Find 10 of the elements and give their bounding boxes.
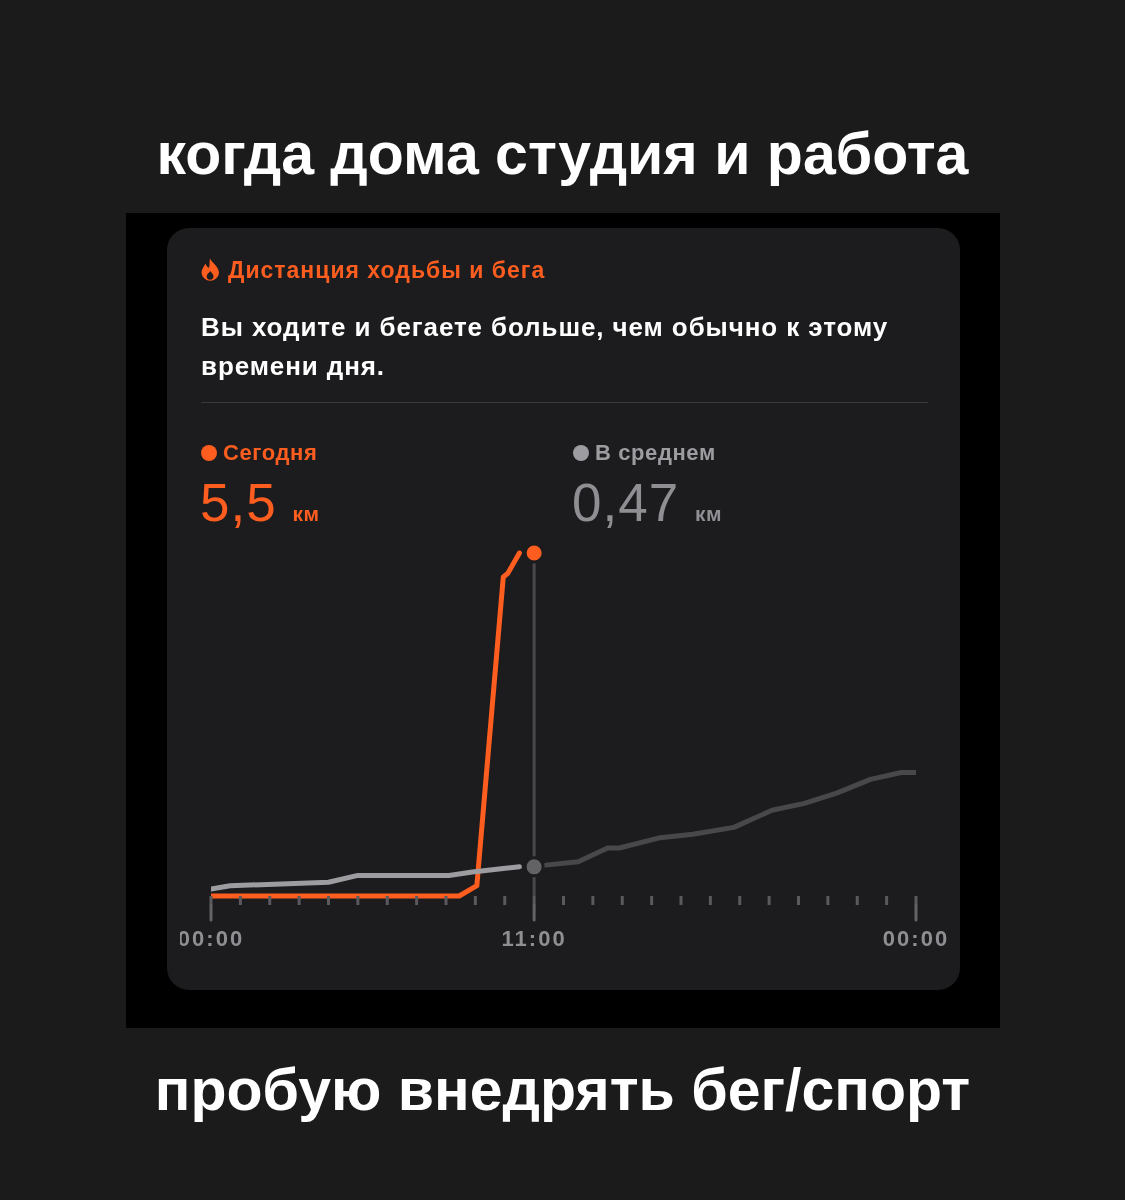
- text: 0,47 км: [572, 473, 722, 534]
- text: пробую внедрять бег/спорт: [153, 1056, 972, 1125]
- x-tick-label: 00:00: [882, 926, 950, 951]
- chart-subtitle: Дистанция ходьбы и бега: [228, 256, 546, 284]
- chart-title: когда дома студия и работа: [155, 120, 970, 189]
- x-tick-label: 11:00: [501, 926, 567, 951]
- legend-label: Сегодня: [223, 439, 318, 467]
- text: Вы ходите и бегаете больше, чем обычно к этому времени дня.: [201, 311, 890, 383]
- legend-label: В среднем: [595, 439, 716, 467]
- text: 5,5 км: [200, 473, 320, 534]
